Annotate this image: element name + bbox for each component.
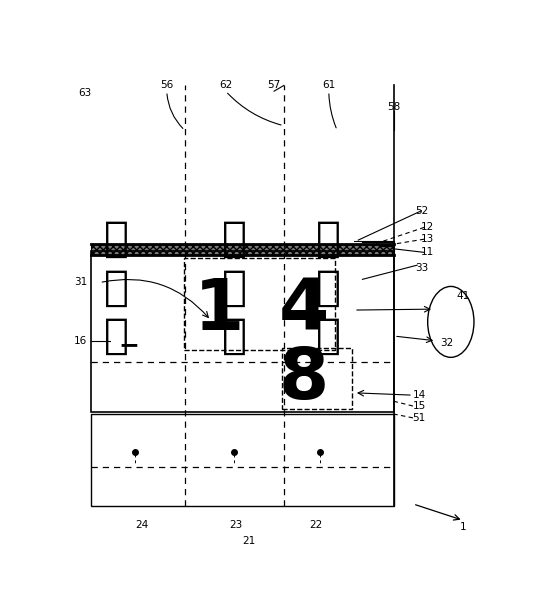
Text: 52: 52 <box>415 206 428 216</box>
Bar <box>282 348 352 410</box>
Text: 22: 22 <box>310 520 323 530</box>
Text: 15: 15 <box>413 401 426 411</box>
Text: 24: 24 <box>135 520 148 530</box>
Text: 31: 31 <box>74 277 87 287</box>
Text: 32: 32 <box>440 338 453 348</box>
Bar <box>184 258 335 350</box>
Text: 21: 21 <box>242 536 255 546</box>
Text: 1: 1 <box>194 276 244 344</box>
Text: 41: 41 <box>457 291 470 301</box>
Text: 16: 16 <box>74 336 87 346</box>
Text: 11: 11 <box>421 247 434 257</box>
Text: −: − <box>118 333 140 357</box>
Text: 12: 12 <box>421 222 434 232</box>
Text: 58: 58 <box>387 102 401 112</box>
Text: 13: 13 <box>421 234 434 244</box>
Bar <box>91 251 394 412</box>
Text: 23: 23 <box>230 520 243 530</box>
Text: 4: 4 <box>279 276 329 344</box>
Text: 63: 63 <box>78 88 91 98</box>
Text: 百
の
位: 百 の 位 <box>104 218 129 357</box>
Text: 61: 61 <box>322 80 336 90</box>
Text: 51: 51 <box>413 413 426 423</box>
Text: 一
の
位: 一 の 位 <box>316 218 342 357</box>
Text: 14: 14 <box>413 390 426 400</box>
Text: 57: 57 <box>268 80 281 90</box>
Bar <box>91 414 394 507</box>
Text: 56: 56 <box>160 80 173 90</box>
Text: 62: 62 <box>219 80 232 90</box>
Text: 1: 1 <box>460 522 467 532</box>
Text: 十
の
位: 十 の 位 <box>222 218 247 357</box>
Bar <box>91 244 394 255</box>
Text: 33: 33 <box>415 263 428 273</box>
Text: 8: 8 <box>279 345 329 414</box>
